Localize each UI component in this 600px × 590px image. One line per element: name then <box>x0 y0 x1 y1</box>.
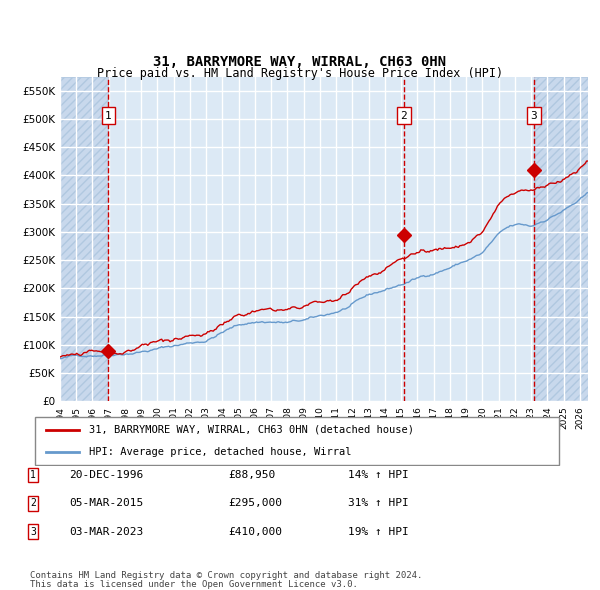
Text: 3: 3 <box>530 111 537 120</box>
Text: 19% ↑ HPI: 19% ↑ HPI <box>348 527 409 536</box>
Bar <box>60 77 108 401</box>
Text: 31, BARRYMORE WAY, WIRRAL, CH63 0HN (detached house): 31, BARRYMORE WAY, WIRRAL, CH63 0HN (det… <box>89 425 415 435</box>
Text: £88,950: £88,950 <box>228 470 275 480</box>
Text: Contains HM Land Registry data © Crown copyright and database right 2024.: Contains HM Land Registry data © Crown c… <box>30 571 422 580</box>
Text: HPI: Average price, detached house, Wirral: HPI: Average price, detached house, Wirr… <box>89 447 352 457</box>
Text: 2: 2 <box>401 111 407 120</box>
Text: 14% ↑ HPI: 14% ↑ HPI <box>348 470 409 480</box>
Text: 20-DEC-1996: 20-DEC-1996 <box>69 470 143 480</box>
Text: Price paid vs. HM Land Registry's House Price Index (HPI): Price paid vs. HM Land Registry's House … <box>97 67 503 80</box>
Text: 3: 3 <box>30 527 36 536</box>
Text: 31, BARRYMORE WAY, WIRRAL, CH63 0HN: 31, BARRYMORE WAY, WIRRAL, CH63 0HN <box>154 55 446 69</box>
Bar <box>534 77 588 401</box>
Bar <box>534 77 588 401</box>
FancyBboxPatch shape <box>35 417 559 465</box>
Text: £410,000: £410,000 <box>228 527 282 536</box>
Bar <box>60 77 108 401</box>
Text: This data is licensed under the Open Government Licence v3.0.: This data is licensed under the Open Gov… <box>30 579 358 589</box>
Text: 1: 1 <box>30 470 36 480</box>
Text: 2: 2 <box>30 499 36 508</box>
Text: 31% ↑ HPI: 31% ↑ HPI <box>348 499 409 508</box>
Text: £295,000: £295,000 <box>228 499 282 508</box>
Text: 1: 1 <box>105 111 112 120</box>
Text: 03-MAR-2023: 03-MAR-2023 <box>69 527 143 536</box>
Text: 05-MAR-2015: 05-MAR-2015 <box>69 499 143 508</box>
